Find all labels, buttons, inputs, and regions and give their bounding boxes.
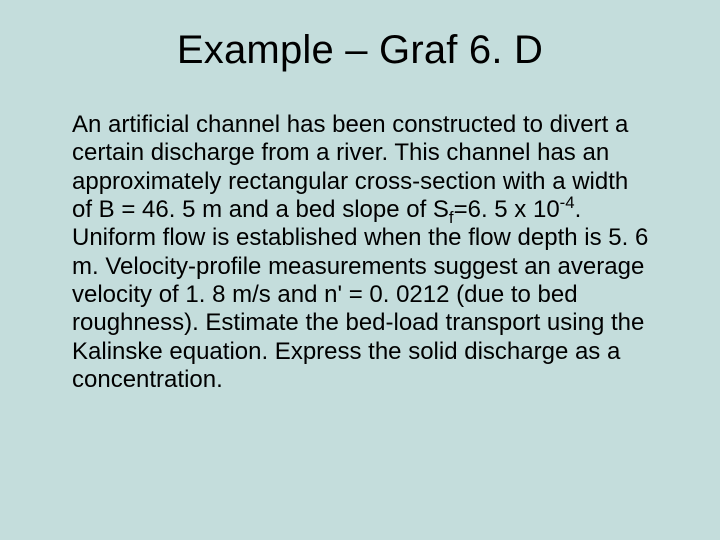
superscript-neg4: -4	[560, 193, 575, 212]
body-text-part-2: =6. 5 x 10	[454, 196, 560, 223]
body-text-part-3: . Uniform flow is established when the f…	[72, 196, 648, 393]
slide: Example – Graf 6. D An artificial channe…	[0, 0, 720, 540]
slide-body: An artificial channel has been construct…	[60, 111, 660, 394]
slide-title: Example – Graf 6. D	[60, 28, 660, 73]
